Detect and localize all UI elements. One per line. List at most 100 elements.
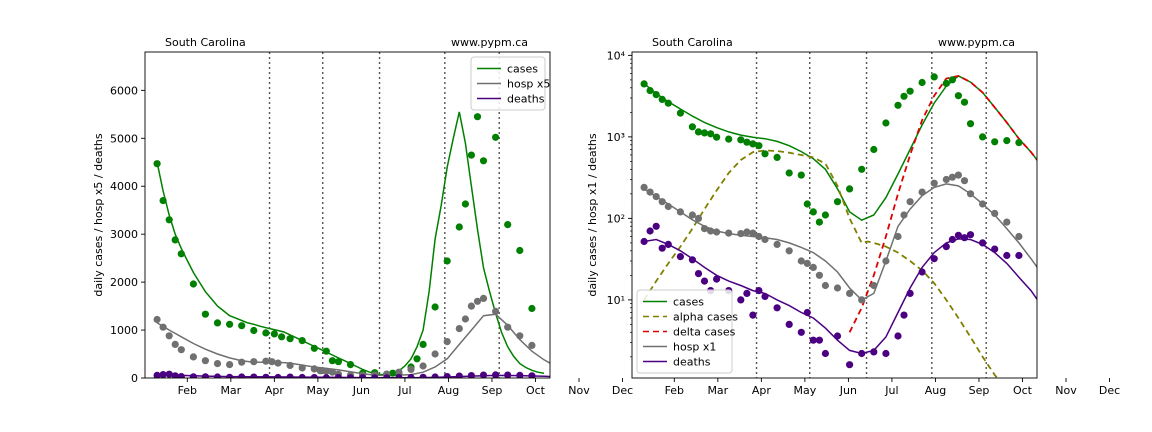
data-point-cases xyxy=(298,337,306,345)
data-point-hosp-x5 xyxy=(443,338,451,346)
x-tick-label: Jul xyxy=(884,384,898,397)
data-point-cases xyxy=(761,150,769,158)
data-point-hosp-x5 xyxy=(310,365,318,373)
legend-label-deaths: deaths xyxy=(507,93,545,106)
data-point-cases xyxy=(334,358,342,366)
data-point-deaths xyxy=(785,320,793,328)
axes-frame xyxy=(631,51,1038,379)
data-point-deaths xyxy=(900,311,908,319)
data-point-hosp-x1 xyxy=(900,211,908,219)
x-tick-label: May xyxy=(307,384,330,397)
x-tick-label: Jun xyxy=(352,384,370,397)
data-point-deaths xyxy=(201,373,209,378)
data-point-deaths xyxy=(528,372,536,378)
data-point-deaths xyxy=(346,374,355,378)
data-point-hosp-x5 xyxy=(322,367,330,375)
x-tick-label: May xyxy=(794,384,817,397)
data-point-hosp-x5 xyxy=(316,367,324,375)
data-point-hosp-x1 xyxy=(918,188,926,196)
data-point-cases xyxy=(270,330,278,338)
x-tick-label: Feb xyxy=(665,384,684,397)
data-point-hosp-x1 xyxy=(803,259,811,267)
data-point-deaths xyxy=(700,277,709,285)
data-point-cases xyxy=(177,250,185,258)
data-point-hosp-x1 xyxy=(1003,218,1011,226)
chart-title-right: www.pypm.ca xyxy=(451,36,528,49)
data-point-cases xyxy=(443,257,451,265)
data-point-deaths xyxy=(479,371,488,378)
data-point-hosp-x1 xyxy=(743,228,751,236)
legend-box xyxy=(470,56,546,111)
y-tick-label: 1000 xyxy=(110,324,138,337)
data-point-hosp-x1 xyxy=(737,230,745,238)
data-point-deaths xyxy=(737,296,745,304)
data-point-cases xyxy=(413,355,421,363)
data-point-cases xyxy=(815,218,824,226)
data-point-deaths xyxy=(492,371,500,378)
data-point-deaths xyxy=(809,336,817,344)
data-point-hosp-x1 xyxy=(797,257,805,265)
data-point-cases xyxy=(165,216,173,224)
legend-label-hosp-x1: hosp x1 xyxy=(673,341,716,354)
data-point-hosp-x1 xyxy=(870,281,878,290)
data-point-hosp-x5 xyxy=(328,368,336,376)
data-point-deaths xyxy=(652,222,660,230)
legend-label-cases: cases xyxy=(673,296,704,309)
data-point-deaths xyxy=(153,371,161,378)
data-point-deaths xyxy=(821,349,830,358)
data-point-cases xyxy=(991,138,999,146)
data-point-deaths xyxy=(171,372,179,378)
data-point-deaths xyxy=(165,370,173,378)
y-axis-label: daily cases / hosp x5 / deaths xyxy=(92,133,105,296)
data-point-deaths xyxy=(954,231,963,239)
data-point-hosp-x5 xyxy=(298,364,306,372)
data-point-cases xyxy=(250,326,258,335)
data-point-deaths xyxy=(773,304,781,312)
data-point-cases xyxy=(797,171,805,179)
data-point-cases xyxy=(882,119,890,127)
data-point-deaths xyxy=(383,374,391,378)
y-tick-label: 4000 xyxy=(110,180,138,193)
series-line-delta-cases xyxy=(848,74,1037,333)
data-point-deaths xyxy=(906,289,914,297)
chart-title-left: South Carolina xyxy=(165,36,246,49)
data-point-hosp-x5 xyxy=(274,359,282,367)
data-point-deaths xyxy=(894,332,902,340)
data-point-deaths xyxy=(858,349,866,358)
data-point-hosp-x5 xyxy=(461,315,469,323)
data-point-hosp-x1 xyxy=(658,198,666,206)
data-point-cases xyxy=(960,98,969,106)
data-point-hosp-x1 xyxy=(725,229,733,237)
data-point-deaths xyxy=(930,255,938,263)
data-point-cases xyxy=(389,369,397,377)
data-point-hosp-x1 xyxy=(785,247,793,255)
data-point-hosp-x1 xyxy=(713,228,721,236)
data-point-cases xyxy=(979,133,987,141)
data-point-hosp-x1 xyxy=(991,209,999,217)
data-point-cases xyxy=(743,138,751,146)
data-point-hosp-x5 xyxy=(492,307,500,315)
data-point-deaths xyxy=(238,373,246,378)
data-point-cases xyxy=(725,135,733,143)
data-point-hosp-x5 xyxy=(165,332,173,340)
data-point-deaths xyxy=(467,372,475,378)
data-point-cases xyxy=(966,120,975,128)
data-point-cases xyxy=(664,99,672,107)
data-point-cases xyxy=(900,92,908,100)
data-point-cases xyxy=(737,136,745,144)
x-tick-label: Apr xyxy=(752,384,772,397)
data-point-hosp-x1 xyxy=(948,173,957,181)
data-point-deaths xyxy=(713,275,721,283)
series-line-alpha-cases xyxy=(643,149,999,378)
data-point-cases xyxy=(646,87,654,95)
data-point-cases xyxy=(431,303,439,311)
data-point-cases xyxy=(153,160,161,168)
legend: cases hosp x5 deaths xyxy=(470,56,550,111)
data-point-cases xyxy=(226,320,234,328)
data-point-cases xyxy=(755,142,763,150)
data-point-hosp-x5 xyxy=(431,350,439,358)
x-tick-label: Oct xyxy=(526,384,546,397)
data-point-cases xyxy=(310,344,318,352)
data-point-deaths xyxy=(755,287,763,295)
